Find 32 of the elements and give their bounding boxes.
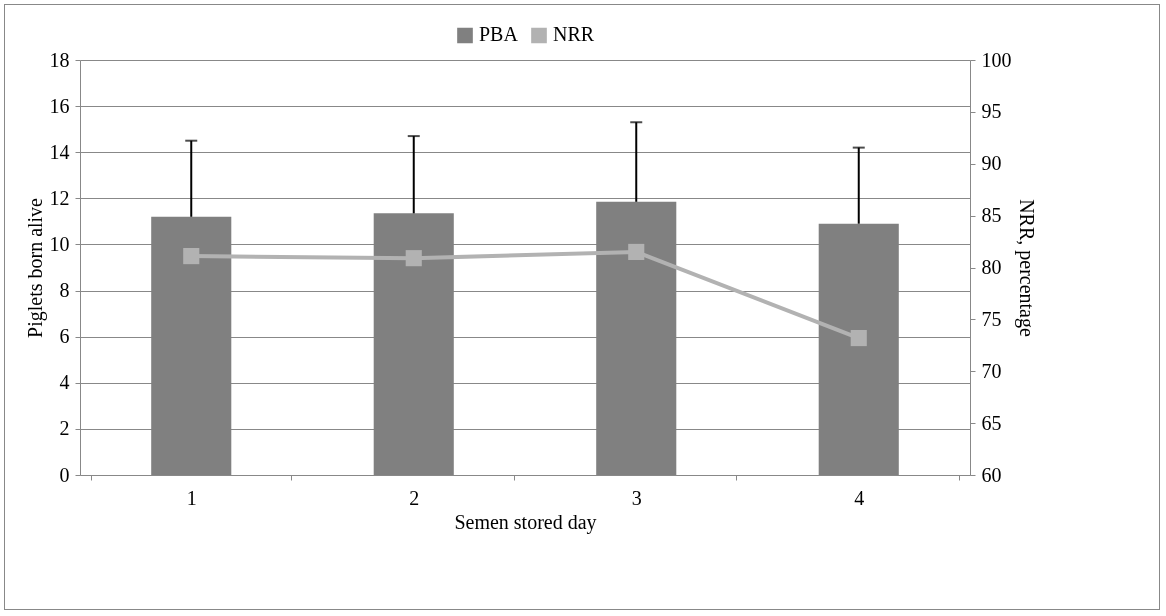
y2-tick-label: 80 [981,256,1002,278]
point [183,248,200,265]
point [628,243,645,260]
x-tick-label: 1 [186,486,197,509]
y-tick-label: 4 [59,371,70,394]
y2-tick-label: 85 [981,204,1002,227]
x-axis-title: Semen stored day [454,510,597,534]
y-tick-label: 6 [59,325,70,348]
y-tick-label: 2 [59,417,70,440]
y2-tick-label: 65 [981,411,1002,434]
y-tick-label: 0 [59,463,70,486]
y-tick-label: 10 [49,232,70,255]
x-tick-label: 3 [631,486,642,509]
y2-tick-label: 90 [981,152,1002,175]
x-tick-label: 4 [854,486,865,509]
y-axis-title: Piglets born alive [23,197,47,338]
point [850,329,867,347]
y2-tick-label: 95 [981,100,1002,123]
legend-label: NRR [553,23,595,46]
point [405,250,422,267]
x-tick-label: 2 [409,486,420,509]
y2-tick-label: 100 [981,48,1012,71]
y2-tick-label: 60 [981,463,1002,486]
y-tick-label: 12 [49,186,70,209]
y-tick-label: 8 [59,279,70,302]
y-tick-label: 14 [49,140,70,163]
y-tick-label: 18 [49,48,70,71]
y2-tick-label: 75 [981,307,1002,330]
y-tick-label: 16 [49,94,70,117]
legend-label: PBA [479,23,519,46]
y2-tick-label: 70 [981,359,1002,382]
y2-axis-title: NRR, percentage [1014,199,1038,337]
